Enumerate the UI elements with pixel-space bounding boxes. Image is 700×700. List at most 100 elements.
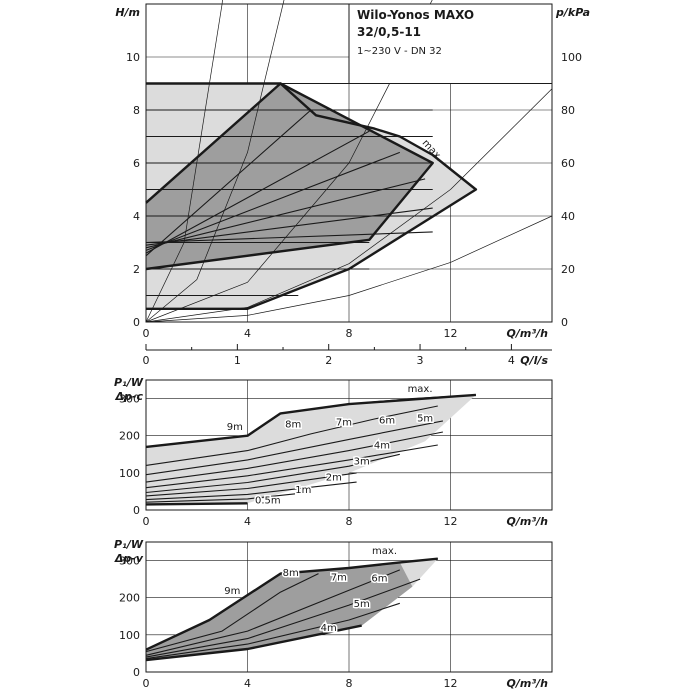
power-range-light	[146, 394, 476, 505]
curve-label: 8m	[285, 420, 301, 431]
series-7m	[145, 569, 401, 656]
y-tick-label: 100	[119, 629, 140, 642]
y-tick-label: 100	[561, 51, 582, 64]
y-tick-label: 40	[561, 210, 575, 223]
series-system-curve	[145, 88, 553, 323]
mid-plot-frame	[145, 379, 553, 511]
series-curve-15	[145, 178, 426, 249]
series-system-curve	[145, 0, 433, 323]
series-8m	[145, 573, 319, 653]
title-box	[348, 3, 553, 84]
x-tick-label: 8	[346, 515, 353, 528]
curve-label: max.	[408, 384, 433, 395]
middle-panel: P₁/W Δp-c Q/m³/h 0 4 8 12 0 100 200 300 max. 9m 8…	[114, 376, 553, 528]
curve-label: 8m	[283, 568, 299, 579]
series-0-5m	[145, 502, 248, 506]
y-tick-label: 200	[119, 592, 140, 605]
series-7m	[145, 420, 444, 476]
x-tick-label: 4	[244, 677, 251, 690]
curve-label: 7m	[331, 572, 347, 583]
series-max-	[146, 82, 478, 310]
x-tick-label: 0	[143, 327, 150, 340]
series-curve-16	[145, 207, 433, 246]
series-9m	[145, 558, 438, 651]
series-8m	[145, 405, 438, 466]
series-curve-12	[145, 109, 312, 257]
secondary-x-tick-label: 3	[417, 354, 424, 367]
secondary-x-tick-label: 0	[143, 354, 150, 367]
series-curve-13	[145, 130, 370, 254]
series-system-curve	[145, 0, 223, 323]
x-tick-label: 4	[244, 327, 251, 340]
y-tick-label: 0	[133, 504, 140, 517]
bot-plot-frame	[145, 541, 553, 673]
x-tick-label: 12	[444, 515, 458, 528]
curve-label: max.	[372, 546, 397, 557]
y-tick-label: 2	[133, 263, 140, 276]
x-tick-label: 0	[143, 515, 150, 528]
mid-curves	[145, 393, 476, 506]
curve-label: 7m	[336, 417, 352, 428]
series-4m	[145, 624, 362, 662]
curve-label: 3m	[354, 457, 370, 468]
curve-label: 9m	[227, 422, 243, 433]
y-tick-label: 300	[119, 393, 140, 406]
series-5m	[145, 602, 400, 660]
series-4m	[145, 453, 400, 494]
x-tick-label: 8	[346, 327, 353, 340]
y-tick-label: 200	[119, 430, 140, 443]
x-tick-label: 4	[244, 515, 251, 528]
secondary-x-tick-label: 4	[508, 354, 515, 367]
x-tick-label: 8	[346, 677, 353, 690]
series-curve-14	[145, 151, 400, 251]
y-axis-label-power: P₁/W	[114, 376, 144, 389]
y-axis-label-right: p/kPa	[555, 6, 590, 19]
bot-tick-labels: 0 4 8 12 0 100 200 300	[119, 555, 458, 690]
secondary-x-axis: 0 1 2 3 4	[143, 344, 552, 367]
y-tick-label: 8	[133, 104, 140, 117]
mid-tick-labels: 0 4 8 12 0 100 200 300	[119, 393, 458, 528]
y-tick-label: 0	[133, 316, 140, 329]
top-panel: Wilo-Yonos MAXO 32/0,5-11 1~230 V - DN 3…	[115, 0, 590, 367]
bottom-panel: P₁/W Δp-v Q/m³/h 0 4 8 12 0 100 200 300 max. 9m 8…	[114, 538, 553, 690]
mid-curve-labels: max. 9m 8m 7m 6m 5m 4m 3m 2m 1m 0.5m	[225, 382, 434, 508]
y-tick-label: 0	[133, 666, 140, 679]
chart-title: Wilo-Yonos MAXO	[357, 8, 474, 22]
series-2m	[145, 481, 357, 501]
secondary-x-axis-label: Q/l/s	[520, 354, 548, 367]
y-axis-label-power: P₁/W	[114, 538, 144, 551]
curve-label: 5m	[354, 599, 370, 610]
secondary-x-tick-label: 1	[234, 354, 241, 367]
series-3m	[145, 472, 357, 497]
curve-label: 5m	[417, 414, 433, 425]
bot-curve-labels: max. 9m 8m 7m 6m 5m 4m	[223, 544, 399, 635]
y-tick-label: 20	[561, 263, 575, 276]
x-axis-label: Q/m³/h	[507, 327, 549, 340]
curve-label: 6m	[379, 415, 395, 426]
series-system-curve	[145, 215, 553, 323]
x-tick-label: 12	[444, 327, 458, 340]
curve-label: 6m	[371, 573, 387, 584]
curve-label: 2m	[326, 472, 342, 483]
x-axis-label: Q/m³/h	[507, 677, 549, 690]
y-tick-label: 100	[119, 467, 140, 480]
y-axis-label-mode: Δp-c	[115, 390, 144, 403]
chart-model: 32/0,5-11	[357, 25, 421, 39]
curve-label: 1m	[295, 485, 311, 496]
y-tick-label: 300	[119, 555, 140, 568]
y-tick-label: 0	[561, 316, 568, 329]
y-tick-label: 10	[126, 51, 140, 64]
y-tick-label: 80	[561, 104, 575, 117]
series-curve-17	[145, 231, 433, 244]
y-tick-label: 60	[561, 157, 575, 170]
y-axis-label-mode: Δp-v	[114, 552, 144, 565]
y-tick-label: 6	[133, 157, 140, 170]
curve-label: 4m	[321, 623, 337, 634]
series-1m	[145, 491, 311, 503]
x-axis-label: Q/m³/h	[507, 515, 549, 528]
x-tick-label: 0	[143, 677, 150, 690]
chart-subtitle: 1~230 V - DN 32	[357, 46, 442, 57]
series-system-curve	[145, 0, 285, 323]
curve-label: 9m	[224, 586, 240, 597]
